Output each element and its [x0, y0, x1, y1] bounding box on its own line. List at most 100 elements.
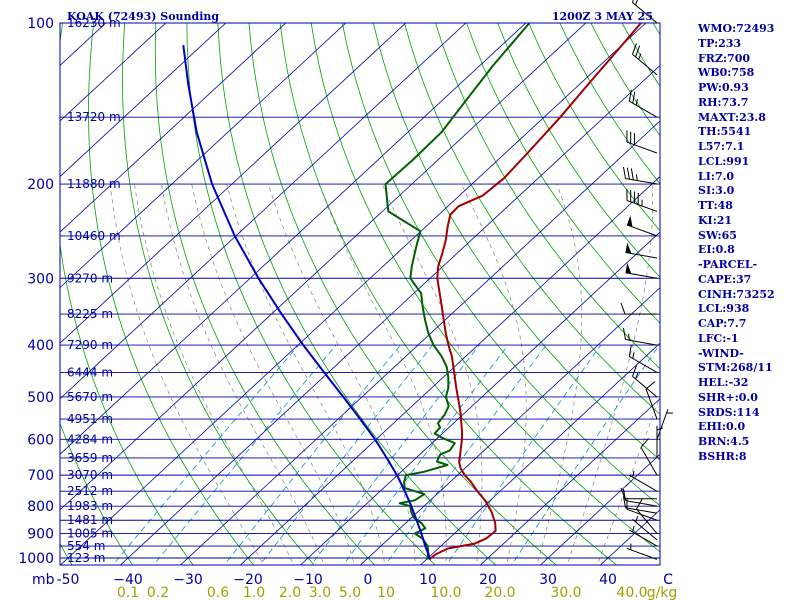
pressure-tick-label: 700: [27, 468, 54, 484]
pressure-tick-label: 500: [27, 390, 54, 406]
mixing-ratio-tick-label: 3.0: [309, 585, 331, 600]
index-item: HEL:-32: [698, 376, 749, 389]
index-item: STM:268/11: [698, 361, 773, 375]
pressure-tick-label: 600: [27, 432, 54, 448]
mixing-ratio-tick-label: 5.0: [339, 585, 361, 600]
wind-barb: [626, 543, 658, 560]
temperature-tick-label: -50: [57, 572, 80, 588]
mixing-ratio-line: [310, 344, 480, 565]
moist-adiabat-line: [566, 184, 653, 565]
temperature-tick-label: −10: [293, 572, 323, 588]
index-item: SW:65: [698, 228, 737, 242]
isotherm-line: [60, 23, 587, 511]
wind-barb: [622, 166, 658, 185]
wind-barb: [626, 215, 658, 237]
temperature-tick-label: C: [663, 572, 673, 588]
moist-adiabat-line: [536, 183, 583, 565]
wind-barb: [632, 0, 658, 24]
wind-barb: [620, 302, 657, 315]
wind-barb: [622, 327, 658, 346]
wind-barb: [656, 409, 673, 440]
wind-barb: [626, 497, 658, 521]
moist-adiabat-line: [109, 184, 264, 565]
mixing-ratio-line: [445, 344, 602, 565]
pressure-tick-label: 900: [27, 527, 54, 543]
isotherm-line: [60, 23, 647, 565]
wind-barb: [625, 242, 658, 259]
height-label: 6444 m: [67, 365, 113, 379]
isotherm-line: [60, 23, 347, 289]
temperature-tick-label: −20: [233, 572, 263, 588]
wind-barb: [632, 365, 658, 398]
mixing-ratio-tick-label: 10.0: [430, 585, 461, 600]
temperature-tick-label: 40: [599, 572, 617, 588]
dry-adiabat-line: [186, 23, 436, 565]
temperature-tick-label: −40: [113, 572, 143, 588]
temperature-tick-label: −30: [173, 572, 203, 588]
wind-barb: [626, 130, 658, 154]
index-item: SI:3.0: [698, 184, 735, 198]
series-line-temperature: [428, 23, 642, 561]
temperature-tick-label: 10: [419, 572, 437, 588]
wind-barb: [640, 438, 658, 476]
moist-adiabat-line: [191, 184, 355, 565]
index-item: LFC:-1: [698, 331, 739, 345]
dry-adiabat-line: [435, 23, 660, 370]
moist-adiabat-line: [461, 183, 527, 565]
dry-adiabat-line: [60, 542, 73, 565]
height-label: 5670 m: [67, 390, 113, 404]
isotherm-line: [299, 231, 660, 565]
mixing-ratio-line: [112, 344, 299, 565]
index-item: EHI:0.0: [698, 420, 746, 434]
isotherms: [0, 11, 660, 569]
isotherm-line: [60, 23, 167, 122]
mixing-ratio-tick-label: 2.0: [279, 585, 301, 600]
index-item: -WIND-: [698, 346, 744, 360]
index-item: RH:73.7: [698, 95, 749, 109]
isotherm-line: [60, 23, 227, 178]
mixing-ratio-line: [384, 344, 547, 565]
height-label: 3659 m: [67, 451, 113, 465]
height-label: 2512 m: [67, 484, 113, 498]
mixing-ratio-line: [511, 344, 660, 565]
chart-title: KOAK (72493) Sounding: [67, 10, 219, 23]
height-label: 1481 m: [67, 513, 113, 527]
temperature-tick-label: 20: [479, 572, 497, 588]
dry-adiabat-line: [88, 23, 255, 565]
dry-adiabat-line: [310, 23, 660, 553]
mixing-ratio-tick-label: 0.6: [207, 585, 229, 600]
wind-barb: [629, 525, 658, 547]
wind-barb: [620, 487, 657, 500]
moist-adiabat-line: [268, 183, 416, 565]
isotherm-line: [60, 23, 287, 233]
mixing-ratio-tick-label: 1.0: [243, 585, 265, 600]
index-item: KI:21: [698, 213, 733, 227]
moist-adiabats: [109, 183, 660, 565]
dry-adiabat-line: [248, 23, 557, 565]
height-label: 554 m: [67, 539, 105, 553]
index-item: L57:7.1: [698, 140, 745, 153]
mixing-ratio-labels: 0.1 0.2 0.6 1.0 2.0 3.0 5.0 10 10.0 20.0 30.0 40.0 g…: [117, 585, 677, 600]
height-label: 1005 m: [67, 527, 113, 541]
moist-adiabat-line: [318, 183, 447, 565]
pressure-unit-label: mb: [32, 572, 55, 588]
isotherm-line: [0, 11, 59, 569]
height-label: 4951 m: [67, 412, 113, 426]
isotherm-line: [359, 287, 660, 565]
dry-adiabat-line: [60, 422, 133, 565]
sounding-indices-panel: WMO:72493 TP:233 FRZ:700 WB0:758 PW:0.93 RH:7…: [698, 22, 798, 465]
dry-adiabat-line: [0, 23, 14, 569]
isotherm-line: [479, 398, 660, 565]
index-item: SHR+:0.0: [698, 390, 758, 404]
height-label: 11880 m: [67, 177, 121, 191]
isotherm-line: [119, 64, 660, 565]
wind-barb: [622, 496, 658, 514]
dry-adiabat-line: [154, 23, 376, 565]
dry-adiabat-line: [279, 23, 618, 565]
index-item: CINH:73252: [698, 287, 775, 301]
mixing-ratio-tick-label: 10: [377, 585, 395, 600]
plot-frame: [59, 22, 661, 566]
index-item: MAXT:23.8: [698, 110, 766, 124]
height-label: 3070 m: [67, 468, 113, 482]
chart-time: 1200Z 3 MAY 25: [552, 10, 653, 23]
